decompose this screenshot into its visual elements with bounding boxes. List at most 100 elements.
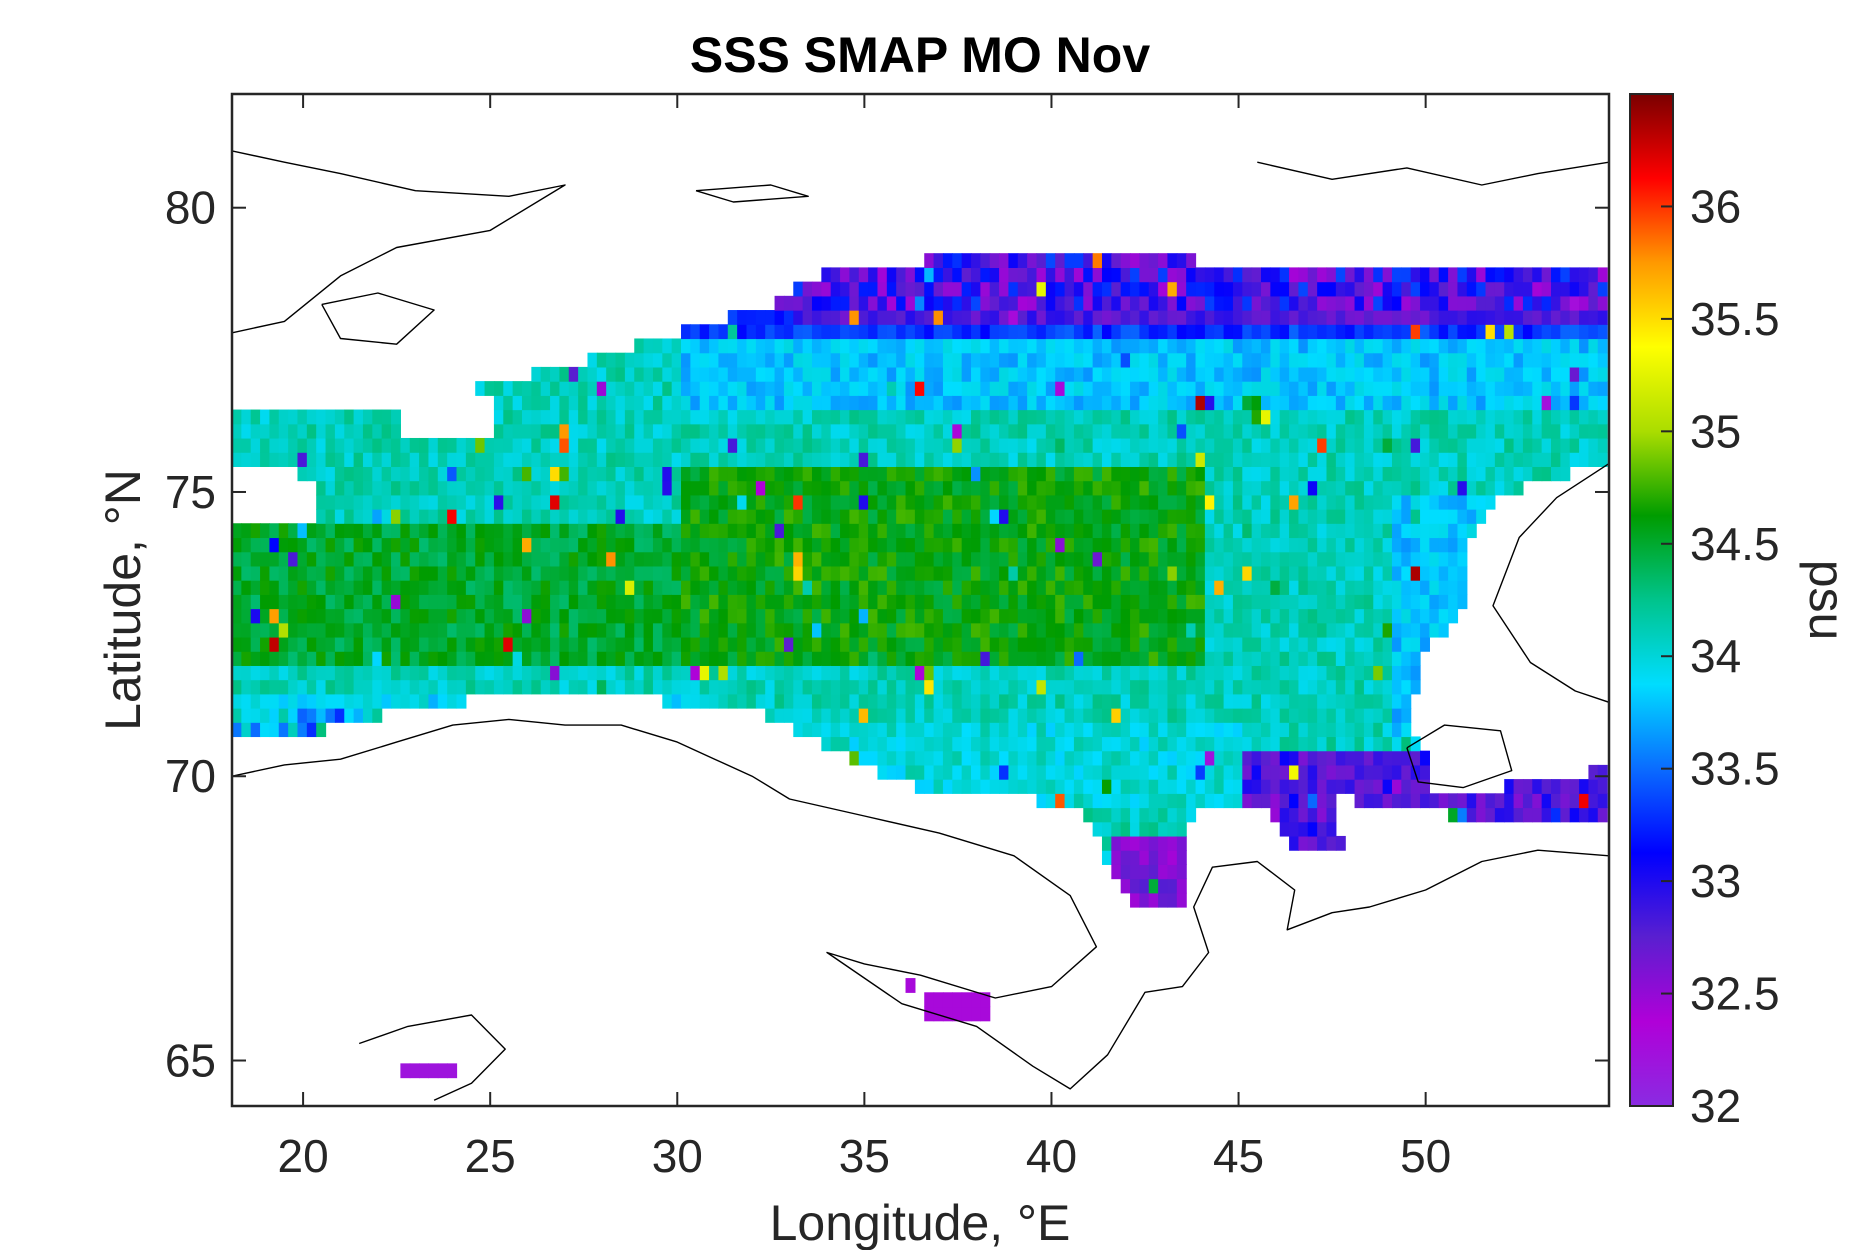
salinity-cell	[671, 551, 682, 567]
salinity-cell	[1008, 310, 1019, 325]
salinity-cell	[306, 651, 317, 666]
salinity-cell	[896, 494, 907, 510]
salinity-cell	[1261, 310, 1271, 325]
salinity-cell	[1373, 708, 1384, 723]
salinity-cell	[1186, 764, 1197, 780]
salinity-cell	[1457, 381, 1468, 396]
salinity-cell	[503, 565, 514, 581]
salinity-cell	[1214, 708, 1225, 723]
salinity-cell	[1298, 494, 1309, 510]
salinity-cell	[1167, 310, 1178, 325]
salinity-cell	[952, 452, 963, 467]
salinity-cell	[344, 466, 355, 482]
salinity-cell	[465, 622, 476, 638]
salinity-cell	[1410, 267, 1421, 283]
salinity-cell	[372, 565, 383, 581]
salinity-cell	[914, 423, 925, 439]
salinity-cell	[1476, 494, 1487, 510]
salinity-cell	[980, 708, 991, 723]
salinity-cell	[232, 580, 242, 595]
salinity-cell	[821, 352, 832, 368]
salinity-cell	[1354, 423, 1365, 439]
salinity-cell	[1130, 580, 1140, 595]
salinity-cell	[802, 594, 813, 610]
salinity-cell	[952, 679, 963, 695]
salinity-cell	[1120, 537, 1131, 553]
salinity-cell	[1045, 310, 1056, 325]
salinity-cell	[1289, 551, 1300, 567]
salinity-cell	[531, 665, 542, 681]
salinity-cell	[437, 466, 448, 482]
salinity-cell	[1204, 295, 1215, 311]
salinity-cell	[1027, 679, 1038, 695]
salinity-cell	[1307, 736, 1318, 752]
salinity-cell	[840, 281, 850, 297]
salinity-cell	[1420, 381, 1430, 396]
salinity-cell	[475, 480, 486, 496]
salinity-cell	[1382, 679, 1393, 695]
salinity-cell	[615, 409, 626, 425]
salinity-cell	[1391, 437, 1402, 453]
salinity-cell	[1429, 494, 1440, 510]
salinity-cell	[456, 466, 467, 482]
salinity-cell	[1541, 779, 1552, 794]
salinity-cell	[1139, 821, 1150, 837]
salinity-cell	[896, 338, 907, 354]
salinity-cell	[652, 352, 663, 368]
salinity-cell	[1223, 452, 1234, 467]
salinity-cell	[596, 395, 607, 411]
salinity-cell	[1579, 807, 1590, 823]
salinity-cell	[1092, 310, 1103, 325]
salinity-cell	[662, 565, 673, 581]
salinity-cell	[1158, 537, 1169, 553]
salinity-cell	[886, 310, 897, 325]
salinity-cell	[961, 594, 972, 610]
salinity-cell	[512, 480, 523, 496]
salinity-cell	[905, 281, 916, 297]
salinity-cell	[372, 693, 383, 709]
salinity-cell	[362, 494, 373, 510]
salinity-cell	[877, 679, 888, 695]
salinity-cell	[690, 352, 701, 368]
salinity-cell	[1027, 267, 1038, 283]
salinity-cell	[1363, 693, 1374, 709]
salinity-cell	[783, 310, 794, 325]
salinity-cell	[1298, 779, 1309, 794]
salinity-cell	[971, 366, 981, 382]
salinity-cell	[1326, 636, 1337, 652]
salinity-cell	[1176, 267, 1187, 283]
salinity-cell	[1158, 310, 1169, 325]
salinity-cell	[1420, 281, 1430, 297]
salinity-cell	[1111, 537, 1122, 553]
salinity-cell	[1158, 764, 1169, 780]
salinity-cell	[596, 636, 607, 652]
salinity-cell	[952, 395, 963, 411]
salinity-cell	[297, 423, 308, 439]
salinity-cell	[531, 480, 542, 496]
salinity-cell	[737, 565, 748, 581]
salinity-cell	[241, 537, 252, 553]
salinity-cell	[1569, 338, 1580, 354]
salinity-cell	[840, 509, 850, 524]
salinity-cell	[456, 537, 467, 553]
salinity-cell	[1373, 494, 1384, 510]
salinity-cell	[1335, 764, 1346, 780]
salinity-cell	[933, 622, 944, 638]
salinity-cell	[260, 622, 271, 638]
salinity-cell	[896, 281, 907, 297]
salinity-cell	[643, 608, 654, 624]
salinity-cell	[1326, 821, 1337, 837]
salinity-cell	[1232, 338, 1243, 354]
salinity-cell	[531, 622, 542, 638]
salinity-cell	[1027, 494, 1038, 510]
salinity-cell	[1158, 494, 1169, 510]
salinity-cell	[952, 423, 963, 439]
salinity-cell	[1148, 622, 1159, 638]
salinity-cell	[568, 679, 579, 695]
salinity-cell	[465, 537, 476, 553]
salinity-cell	[746, 565, 757, 581]
salinity-cell	[362, 608, 373, 624]
salinity-cell	[671, 665, 682, 681]
salinity-cell	[503, 537, 514, 553]
salinity-cell	[1363, 480, 1374, 496]
